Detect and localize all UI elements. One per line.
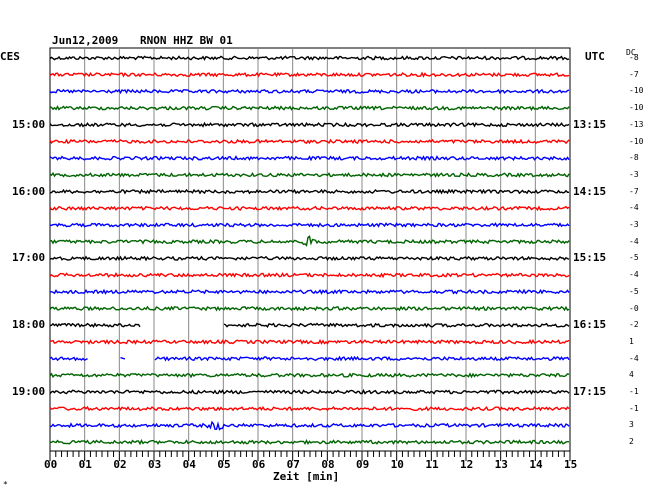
seismic-trace — [49, 105, 570, 112]
seismic-trace — [50, 439, 569, 446]
x-tick-label: 00 — [44, 458, 58, 471]
dc-value: -8 — [629, 53, 639, 62]
right-zone-label: UTC — [585, 50, 605, 63]
seismic-trace — [49, 271, 570, 279]
x-axis-label: Zeit [min] — [273, 470, 340, 483]
dc-value: 1 — [629, 336, 634, 346]
dc-value: 2 — [629, 437, 634, 447]
right-time-label: 13:15 — [573, 117, 607, 131]
x-tick-label: 13 — [494, 458, 508, 471]
x-tick-label: 09 — [356, 458, 370, 471]
seismic-trace — [49, 138, 570, 145]
x-axis-ticks — [49, 451, 571, 461]
dc-value: -4 — [629, 270, 639, 280]
right-time-label: 17:15 — [573, 385, 607, 398]
dc-value: 4 — [629, 370, 634, 380]
x-tick-label: 06 — [252, 458, 266, 471]
seismic-trace — [49, 405, 570, 412]
dc-value: -10 — [629, 136, 644, 146]
x-tick-label: 05 — [217, 458, 231, 471]
trace-group — [49, 55, 570, 446]
x-tick-label: 11 — [425, 458, 439, 471]
seismic-trace — [49, 305, 570, 312]
left-time-label: 17:00 — [12, 251, 46, 265]
dc-value: -2 — [629, 320, 639, 330]
dc-value: -1 — [629, 387, 639, 396]
seismic-trace — [49, 235, 570, 247]
dc-value: 3 — [629, 420, 634, 430]
seismic-trace — [49, 222, 570, 228]
dc-value: -5 — [629, 286, 639, 296]
dc-value: -0 — [629, 303, 639, 313]
dc-value: -4 — [629, 236, 639, 246]
seismic-trace — [49, 388, 570, 395]
seismic-trace — [49, 420, 570, 431]
seismic-trace — [49, 255, 570, 262]
right-time-label: 15:15 — [573, 251, 607, 265]
seismic-trace — [49, 88, 570, 95]
seismic-trace — [49, 205, 570, 212]
seismic-trace — [49, 355, 570, 362]
dc-label: DC — [626, 48, 636, 57]
x-tick-label: 01 — [78, 458, 92, 471]
seismic-trace — [49, 155, 570, 162]
header-station: RNON HHZ BW 01 — [140, 34, 233, 47]
right-time-label: 14:15 — [573, 184, 607, 198]
x-tick-label: 08 — [321, 458, 335, 471]
dc-value: -8 — [629, 153, 639, 163]
seismic-trace — [49, 322, 570, 328]
left-time-label: 15:00 — [12, 117, 46, 131]
x-tick-label: 02 — [113, 458, 127, 471]
x-tick-label: 10 — [390, 458, 404, 471]
seismic-trace — [49, 288, 570, 295]
left-time-label: 19:00 — [12, 385, 46, 398]
left-zone-label: CES — [0, 50, 20, 63]
dc-value: -4 — [629, 203, 639, 213]
x-tick-label: 04 — [182, 458, 196, 471]
x-tick-label: 14 — [529, 458, 543, 471]
x-tick-label: 03 — [148, 458, 162, 471]
dc-value: -10 — [629, 103, 644, 113]
header-date: Jun12,2009 — [52, 34, 119, 47]
grid-lines — [84, 48, 536, 451]
seismic-trace — [49, 55, 570, 61]
left-time-label: 18:00 — [12, 318, 46, 332]
seismic-trace — [49, 372, 570, 379]
right-time-label: 16:15 — [573, 318, 607, 332]
seismic-trace — [49, 338, 570, 345]
footer-mark: * — [3, 480, 8, 489]
seismic-trace — [49, 172, 570, 178]
dc-value: -3 — [629, 169, 639, 179]
seismic-trace — [49, 188, 569, 195]
seismic-trace — [49, 121, 570, 128]
dc-value: -3 — [629, 220, 639, 229]
dc-value: -5 — [629, 253, 639, 263]
dc-value: -13 — [629, 119, 644, 129]
dc-value: -1 — [629, 403, 639, 413]
x-tick-label: 15 — [564, 458, 578, 471]
left-time-label: 16:00 — [12, 184, 46, 198]
dc-value: -7 — [629, 186, 639, 196]
dc-value: -7 — [629, 69, 639, 79]
dc-value: -4 — [629, 353, 639, 363]
x-tick-label: 12 — [460, 458, 474, 471]
seismic-trace — [49, 71, 570, 78]
dc-value: -10 — [629, 86, 644, 96]
x-tick-label: 07 — [286, 458, 300, 471]
